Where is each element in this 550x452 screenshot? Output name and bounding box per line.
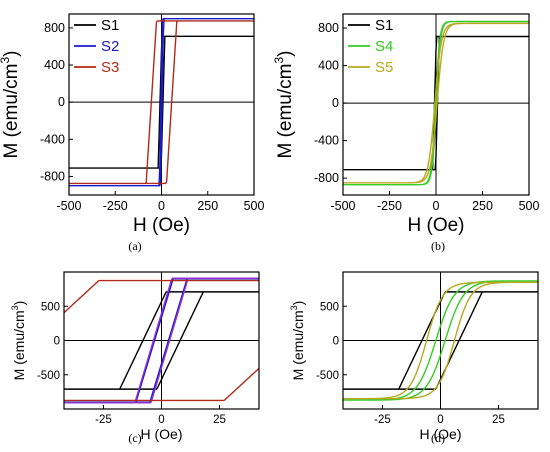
x-tick-label: 250 <box>472 199 493 213</box>
y-tick-label: -400 <box>314 134 339 148</box>
y-axis-label-main: M (emu/cm <box>275 64 296 159</box>
y-tick-label: 0 <box>54 336 60 348</box>
x-tick-label: -250 <box>103 199 128 213</box>
legend-label-s3: S3 <box>101 59 119 76</box>
x-tick-label: 0 <box>158 199 165 213</box>
y-axis-label-sup: 3 <box>289 305 299 310</box>
x-axis-label: H (Oe) <box>133 215 190 236</box>
panel-caption: (c) <box>128 431 141 445</box>
y-axis-label-sup: 3 <box>0 57 12 64</box>
x-tick-label: 0 <box>158 414 164 426</box>
y-tick-label: 800 <box>44 21 65 35</box>
panel-caption: (d) <box>431 431 445 445</box>
y-axis-label: M (emu/cm3) <box>289 301 306 381</box>
panel-d: -25 0 25 -500 0 500 H (Oe) M (emu/cm3) (d) <box>289 271 539 445</box>
series-line-s5-2 <box>343 22 529 184</box>
y-axis-label-sup: 3 <box>272 57 286 64</box>
y-tick-label: -800 <box>40 169 65 183</box>
y-axis-label-main: M (emu/cm <box>1 64 22 159</box>
x-axis-label: H (Oe) <box>141 426 183 442</box>
legend-label-s1: S1 <box>101 17 119 34</box>
y-axis-label-close: ) <box>275 50 296 56</box>
x-axis-label: H (Oe) <box>420 426 462 442</box>
y-axis-label: M (emu/cm3) <box>0 50 22 158</box>
y-tick-label: -800 <box>314 171 339 185</box>
series-line-s2-2 <box>64 277 259 404</box>
series-group <box>64 277 259 404</box>
x-tick-label: 25 <box>213 414 226 426</box>
legend-label-s5: S5 <box>375 59 393 76</box>
y-axis-label-main: M (emu/cm <box>290 310 306 380</box>
y-tick-label: -500 <box>37 370 60 382</box>
y-axis-label-sup: 3 <box>10 305 20 310</box>
series-line-s1-0 <box>343 35 529 171</box>
series-line-s3-3 <box>64 279 259 402</box>
panel-caption: (a) <box>128 239 141 253</box>
x-tick-label: -500 <box>330 199 355 213</box>
x-tick-label: -25 <box>95 414 112 426</box>
y-tick-label: -400 <box>40 132 65 146</box>
x-tick-label: -500 <box>56 199 81 213</box>
x-tick-label: -250 <box>377 199 402 213</box>
legend-label-s1: S1 <box>375 17 393 34</box>
y-axis-label-main: M (emu/cm <box>11 310 27 380</box>
x-tick-label: -25 <box>374 414 391 426</box>
x-tick-label: 0 <box>433 199 440 213</box>
y-axis-label-close: ) <box>11 301 27 306</box>
y-tick-label: 400 <box>318 59 339 73</box>
series-line-s1-0 <box>64 291 259 390</box>
y-tick-label: 0 <box>332 96 339 110</box>
series-line-s1-0 <box>343 291 538 390</box>
y-tick-label: -500 <box>316 370 339 382</box>
y-tick-label: 0 <box>333 336 339 348</box>
series-line-s3-2 <box>69 20 254 185</box>
panel-a: -500 -250 0 250 500 -800 -400 0 400 800 H (Oe) M (e… <box>0 13 265 253</box>
panel-caption: (b) <box>431 239 445 253</box>
series-line-s5-2 <box>343 281 538 400</box>
x-tick-label: 500 <box>519 199 540 213</box>
panel-b: -500 -250 0 250 500 -800 -400 0 400 800 H (Oe) M (e… <box>272 13 540 253</box>
y-tick-label: 400 <box>44 58 65 72</box>
series-line-s4-1 <box>343 20 529 186</box>
legend-label-s4: S4 <box>375 38 393 55</box>
x-tick-label: 0 <box>437 414 443 426</box>
panel-c: -25 0 25 -500 0 500 H (Oe) M (emu/cm3) (c) <box>10 271 260 445</box>
series-group <box>343 20 529 186</box>
x-axis-label: H (Oe) <box>408 215 465 236</box>
legend: S1 S2 S3 <box>74 17 119 76</box>
series-group <box>343 280 538 401</box>
y-axis-label-close: ) <box>290 301 306 306</box>
y-axis-label-close: ) <box>1 50 22 56</box>
series-group <box>69 17 254 187</box>
series-line-s1-0 <box>69 35 254 169</box>
y-tick-label: 0 <box>58 95 65 109</box>
y-axis-label: M (emu/cm3) <box>272 50 296 158</box>
x-tick-label: 500 <box>244 199 265 213</box>
y-axis-label: M (emu/cm3) <box>10 301 27 381</box>
y-tick-label: 500 <box>41 301 60 313</box>
y-tick-label: 500 <box>320 301 339 313</box>
x-tick-label: 25 <box>492 414 505 426</box>
x-tick-label: 250 <box>197 199 218 213</box>
legend-label-s2: S2 <box>101 38 119 55</box>
y-tick-label: 800 <box>318 21 339 35</box>
series-line-s2-1 <box>69 17 254 187</box>
legend: S1 S4 S5 <box>348 17 393 76</box>
